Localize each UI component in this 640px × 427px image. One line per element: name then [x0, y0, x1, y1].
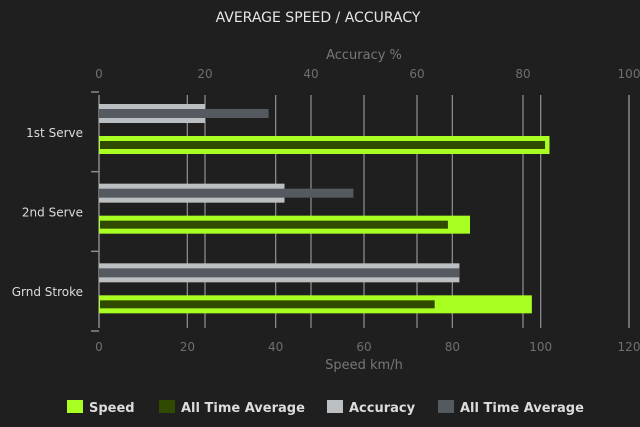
- bottom-tick-label: 0: [95, 340, 103, 354]
- legend-swatch: [438, 400, 454, 413]
- top-tick-label: 20: [197, 67, 212, 81]
- legend-label: All Time Average: [181, 401, 305, 416]
- legend-swatch: [159, 400, 175, 413]
- category-label: Grnd Stroke: [12, 285, 83, 299]
- legend-label: Accuracy: [349, 401, 416, 416]
- bar-accuracy-average: [99, 188, 354, 198]
- top-tick-label: 100: [618, 67, 640, 81]
- bar-speed-average: [100, 141, 546, 149]
- category-label: 2nd Serve: [22, 206, 83, 220]
- top-tick-label: 80: [515, 67, 530, 81]
- bottom-tick-label: 20: [180, 340, 195, 354]
- legend-swatch: [327, 400, 343, 413]
- bottom-tick-label: 120: [618, 340, 640, 354]
- bar-speed-average: [100, 220, 448, 229]
- bottom-tick-label: 80: [445, 340, 460, 354]
- bottom-tick-label: 40: [268, 340, 283, 354]
- bar-accuracy-average: [99, 268, 460, 278]
- top-tick-label: 40: [303, 67, 318, 81]
- top-tick-label: 60: [409, 67, 424, 81]
- chart-title: AVERAGE SPEED / ACCURACY: [216, 10, 421, 26]
- top-axis-label: Accuracy %: [326, 48, 402, 63]
- top-tick-label: 0: [95, 67, 103, 81]
- legend-swatch: [67, 400, 83, 413]
- bottom-tick-label: 60: [356, 340, 371, 354]
- bar-accuracy-average: [99, 109, 269, 118]
- category-label: 1st Serve: [26, 126, 83, 140]
- bottom-axis-label: Speed km/h: [325, 358, 403, 373]
- legend-label: Speed: [89, 401, 135, 416]
- bottom-tick-label: 100: [529, 340, 552, 354]
- bar-speed-average: [100, 300, 435, 309]
- legend-label: All Time Average: [460, 401, 584, 416]
